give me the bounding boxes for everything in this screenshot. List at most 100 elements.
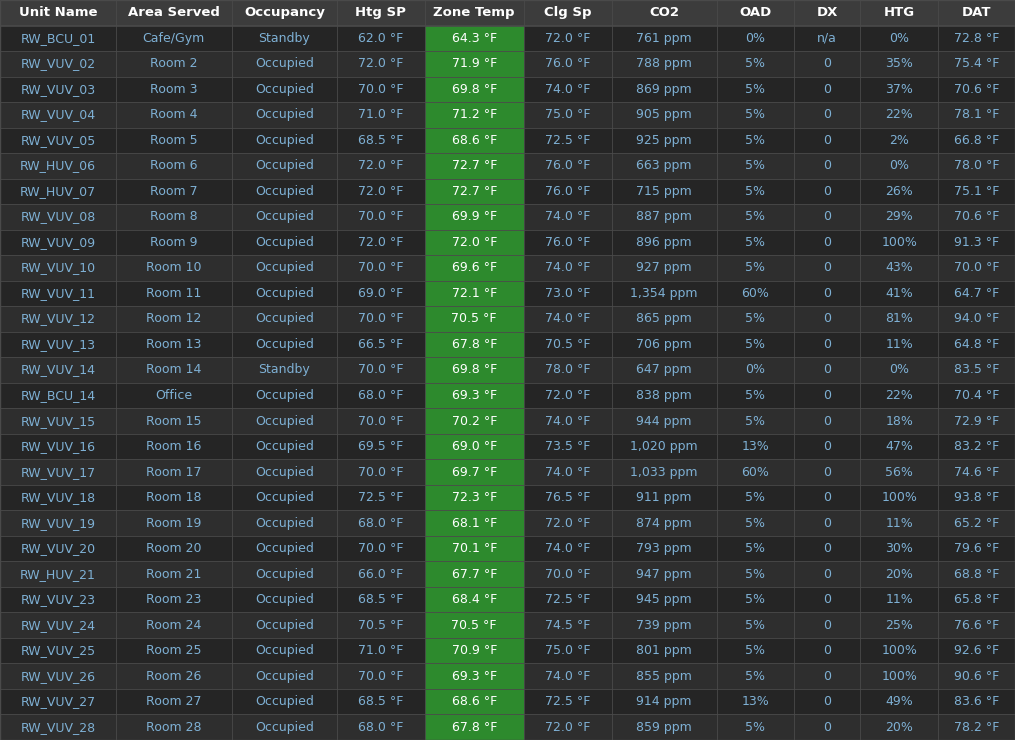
Bar bbox=[717, 460, 794, 485]
Text: 78.0 °F: 78.0 °F bbox=[545, 363, 591, 377]
Bar bbox=[337, 408, 425, 434]
Bar bbox=[612, 153, 717, 178]
Text: 945 ppm: 945 ppm bbox=[636, 593, 692, 606]
Bar bbox=[524, 689, 612, 715]
Bar bbox=[861, 357, 938, 383]
Text: 793 ppm: 793 ppm bbox=[636, 542, 692, 555]
Bar bbox=[717, 587, 794, 613]
Bar bbox=[0, 613, 116, 638]
Bar bbox=[337, 689, 425, 715]
Text: 76.6 °F: 76.6 °F bbox=[954, 619, 999, 632]
Bar bbox=[116, 715, 231, 740]
Bar bbox=[231, 383, 337, 408]
Bar bbox=[938, 511, 1015, 536]
Bar bbox=[425, 536, 524, 562]
Bar bbox=[0, 485, 116, 511]
Bar bbox=[116, 255, 231, 280]
Bar bbox=[337, 562, 425, 587]
Text: 69.8 °F: 69.8 °F bbox=[452, 363, 497, 377]
Bar bbox=[612, 255, 717, 280]
Bar bbox=[794, 0, 861, 25]
Text: 0: 0 bbox=[823, 593, 831, 606]
Bar bbox=[717, 689, 794, 715]
Text: Room 14: Room 14 bbox=[146, 363, 202, 377]
Bar bbox=[717, 638, 794, 664]
Text: RW_VUV_25: RW_VUV_25 bbox=[20, 645, 95, 657]
Text: 66.5 °F: 66.5 °F bbox=[358, 338, 404, 351]
Bar bbox=[717, 357, 794, 383]
Bar bbox=[425, 357, 524, 383]
Text: 72.8 °F: 72.8 °F bbox=[954, 32, 999, 45]
Bar bbox=[425, 460, 524, 485]
Text: 70.0 °F: 70.0 °F bbox=[358, 542, 404, 555]
Text: 75.0 °F: 75.0 °F bbox=[545, 645, 591, 657]
Bar bbox=[524, 332, 612, 357]
Bar bbox=[425, 127, 524, 153]
Text: RW_VUV_23: RW_VUV_23 bbox=[20, 593, 95, 606]
Bar bbox=[612, 408, 717, 434]
Text: 761 ppm: 761 ppm bbox=[636, 32, 692, 45]
Text: 79.6 °F: 79.6 °F bbox=[954, 542, 999, 555]
Text: 0%: 0% bbox=[745, 32, 765, 45]
Text: 30%: 30% bbox=[885, 542, 914, 555]
Text: 69.0 °F: 69.0 °F bbox=[358, 287, 404, 300]
Text: RW_VUV_20: RW_VUV_20 bbox=[20, 542, 95, 555]
Bar bbox=[231, 25, 337, 51]
Text: 5%: 5% bbox=[745, 517, 765, 530]
Bar bbox=[612, 332, 717, 357]
Bar bbox=[938, 178, 1015, 204]
Bar bbox=[717, 715, 794, 740]
Bar bbox=[612, 689, 717, 715]
Bar bbox=[612, 280, 717, 306]
Text: 47%: 47% bbox=[885, 440, 914, 453]
Text: 11%: 11% bbox=[885, 338, 914, 351]
Bar bbox=[861, 383, 938, 408]
Bar bbox=[337, 127, 425, 153]
Text: 20%: 20% bbox=[885, 721, 914, 734]
Text: 0: 0 bbox=[823, 721, 831, 734]
Bar bbox=[938, 689, 1015, 715]
Bar bbox=[794, 153, 861, 178]
Bar bbox=[337, 102, 425, 127]
Text: RW_VUV_28: RW_VUV_28 bbox=[20, 721, 95, 734]
Bar bbox=[524, 204, 612, 229]
Text: 0: 0 bbox=[823, 542, 831, 555]
Text: 0%: 0% bbox=[889, 363, 909, 377]
Bar bbox=[861, 408, 938, 434]
Text: 0: 0 bbox=[823, 414, 831, 428]
Text: Room 13: Room 13 bbox=[146, 338, 202, 351]
Bar bbox=[524, 383, 612, 408]
Bar bbox=[524, 536, 612, 562]
Text: 92.6 °F: 92.6 °F bbox=[954, 645, 999, 657]
Text: 5%: 5% bbox=[745, 338, 765, 351]
Bar bbox=[524, 460, 612, 485]
Bar bbox=[0, 383, 116, 408]
Bar bbox=[524, 153, 612, 178]
Text: RW_VUV_26: RW_VUV_26 bbox=[20, 670, 95, 683]
Text: 94.0 °F: 94.0 °F bbox=[954, 312, 999, 326]
Text: 60%: 60% bbox=[741, 287, 769, 300]
Bar bbox=[231, 638, 337, 664]
Text: Occupied: Occupied bbox=[255, 593, 314, 606]
Text: Room 28: Room 28 bbox=[146, 721, 202, 734]
Text: 68.6 °F: 68.6 °F bbox=[452, 695, 497, 708]
Text: 71.2 °F: 71.2 °F bbox=[452, 108, 497, 121]
Text: 56%: 56% bbox=[885, 465, 914, 479]
Bar bbox=[425, 638, 524, 664]
Text: 0: 0 bbox=[823, 645, 831, 657]
Bar bbox=[938, 306, 1015, 332]
Text: 25%: 25% bbox=[885, 619, 914, 632]
Bar bbox=[524, 715, 612, 740]
Bar bbox=[717, 255, 794, 280]
Text: Occupied: Occupied bbox=[255, 57, 314, 70]
Bar bbox=[524, 102, 612, 127]
Bar bbox=[938, 408, 1015, 434]
Text: 74.6 °F: 74.6 °F bbox=[954, 465, 999, 479]
Bar bbox=[425, 511, 524, 536]
Text: 69.8 °F: 69.8 °F bbox=[452, 83, 497, 95]
Text: 70.0 °F: 70.0 °F bbox=[358, 465, 404, 479]
Text: 60%: 60% bbox=[741, 465, 769, 479]
Bar bbox=[794, 511, 861, 536]
Bar bbox=[524, 229, 612, 255]
Text: Occupied: Occupied bbox=[255, 312, 314, 326]
